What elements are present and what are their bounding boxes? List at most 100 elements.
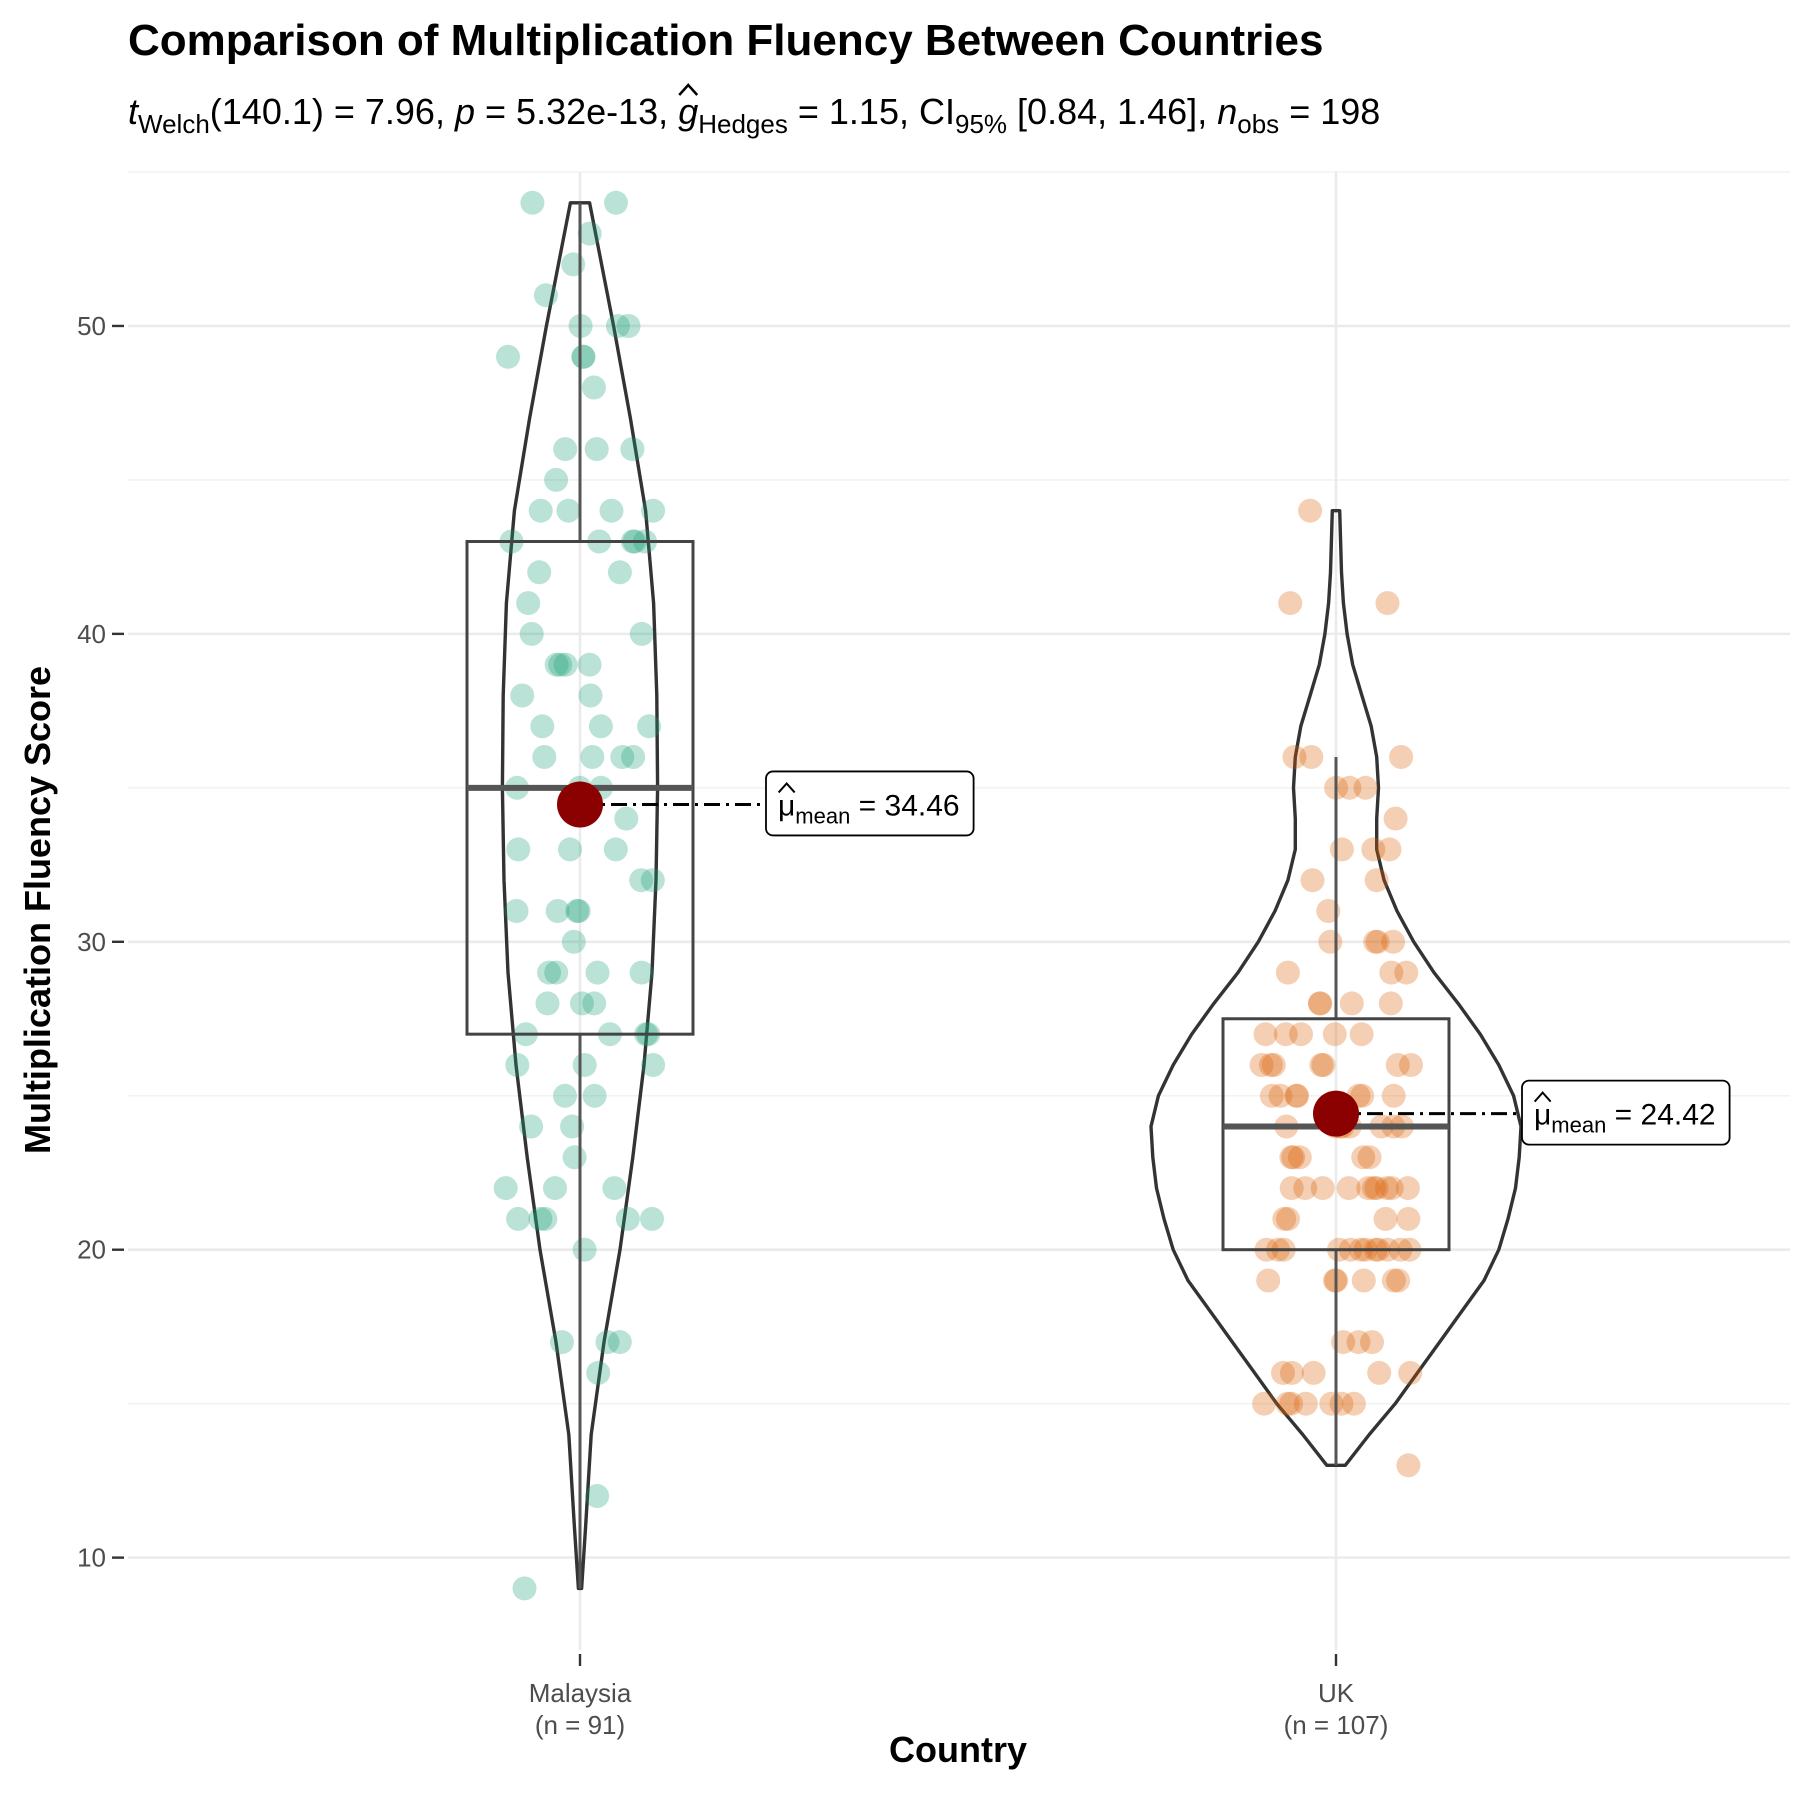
data-point: [1301, 1360, 1326, 1385]
data-point: [493, 1176, 518, 1201]
data-point: [582, 1083, 607, 1108]
data-point: [577, 652, 602, 677]
data-point: [1395, 1176, 1420, 1201]
data-point: [1349, 1022, 1374, 1047]
data-point: [530, 714, 555, 739]
data-point: [580, 745, 605, 769]
data-point: [641, 498, 666, 523]
data-point: [532, 745, 557, 769]
data-point: [570, 991, 594, 1016]
data-point: [545, 899, 570, 923]
data-point: [641, 1053, 666, 1077]
data-point: [1360, 1330, 1384, 1355]
data-point: [581, 375, 606, 400]
data-point: [1378, 991, 1403, 1016]
data-point: [506, 837, 531, 862]
data-point: [565, 899, 590, 923]
data-point: [1309, 1053, 1334, 1077]
data-point: [1311, 1053, 1336, 1077]
data-point: [1399, 1053, 1423, 1077]
data-point: [571, 344, 596, 369]
data-point: [616, 314, 641, 338]
mean-label-value: = 24.42: [1606, 1099, 1715, 1132]
data-point: [528, 498, 553, 523]
data-point: [578, 683, 603, 708]
data-point: [572, 1237, 597, 1262]
data-point: [544, 467, 569, 492]
data-point: [602, 1176, 627, 1201]
data-point: [1396, 1206, 1421, 1231]
data-point: [1351, 1268, 1376, 1293]
data-point: [585, 960, 610, 985]
data-point: [1381, 1268, 1406, 1293]
data-point: [549, 1330, 574, 1355]
data-point: [607, 560, 632, 585]
violin-layer: [500, 201, 1523, 1591]
data-point: [1394, 960, 1419, 985]
data-point: [1293, 1391, 1318, 1416]
subtitle-p-value: = 5.32e-13,: [485, 91, 668, 132]
chart-subtitle: tWelch(140.1) = 7.96, p = 5.32e-13, gHed…: [128, 91, 1380, 139]
x-tick-n-label: (n = 107): [1284, 1710, 1389, 1740]
data-point: [584, 437, 609, 462]
data-point: [1252, 1391, 1277, 1416]
data-point: [533, 283, 558, 308]
data-point: [1381, 929, 1406, 954]
data-point: [504, 899, 529, 923]
data-point: [548, 652, 573, 677]
mean-point: [557, 781, 603, 828]
grid-layer: [128, 171, 1790, 1650]
data-point: [1337, 775, 1362, 800]
data-point: [604, 190, 628, 215]
subtitle-n-symbol: n: [1217, 91, 1237, 132]
data-point: [1287, 1145, 1312, 1170]
mean-label: μmean = 34.46: [765, 770, 975, 837]
data-point: [1308, 991, 1333, 1016]
x-axis-title: Country: [889, 1729, 1027, 1770]
hat-accent-g: [678, 83, 699, 96]
data-point: [588, 714, 613, 739]
data-point: [519, 621, 544, 646]
data-point: [1398, 1360, 1423, 1385]
data-point: [1377, 837, 1402, 862]
mean-label-sub: mean: [795, 803, 850, 828]
data-point: [1396, 1453, 1421, 1478]
data-point: [1375, 1176, 1399, 1201]
data-point: [1322, 1022, 1347, 1047]
data-point: [1258, 1053, 1283, 1077]
data-point: [533, 1206, 558, 1231]
data-point: [528, 1206, 553, 1231]
data-point: [1289, 1022, 1313, 1047]
subtitle-effect-value: = 1.15, CI: [798, 91, 955, 132]
mean-label-box: [1521, 1079, 1731, 1146]
data-point: [640, 868, 665, 893]
data-point: [1361, 1176, 1386, 1201]
data-point: [605, 314, 630, 338]
data-point: [556, 498, 581, 523]
data-point: [610, 745, 635, 769]
data-point: [595, 1330, 620, 1355]
data-point: [1279, 1145, 1304, 1170]
box-layer: [465, 202, 1451, 1589]
data-point: [553, 1083, 577, 1108]
x-tick-n-label: (n = 91): [535, 1710, 625, 1740]
points-layer: [493, 190, 1423, 1601]
data-point: [1361, 837, 1386, 862]
data-point: [1386, 1268, 1411, 1293]
subtitle-p-symbol: p: [454, 91, 475, 132]
data-point: [1350, 1083, 1375, 1108]
data-point: [1316, 899, 1341, 923]
data-point: [537, 960, 562, 985]
x-tick-label: UK: [1318, 1678, 1355, 1708]
data-point: [562, 1145, 587, 1170]
data-point: [586, 1360, 611, 1385]
subtitle-ci-value: [0.84, 1.46],: [1017, 91, 1207, 132]
data-point: [615, 1206, 640, 1231]
data-point: [1379, 960, 1404, 985]
data-point: [1285, 1083, 1310, 1108]
data-point: [1259, 1083, 1284, 1108]
subtitle-effect-sub: Hedges: [698, 109, 788, 139]
data-point: [553, 652, 578, 677]
